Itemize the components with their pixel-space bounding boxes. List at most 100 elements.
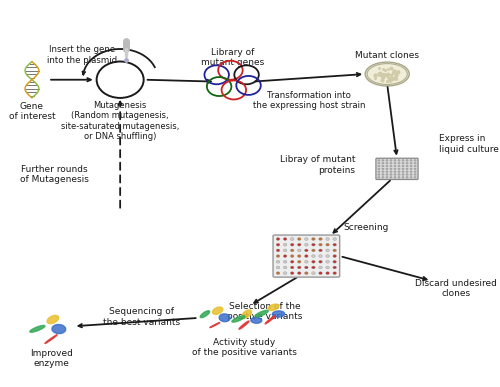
Circle shape — [394, 163, 396, 164]
Circle shape — [402, 168, 404, 170]
Circle shape — [298, 238, 301, 240]
Text: Improved
enzyme: Improved enzyme — [30, 349, 73, 368]
Circle shape — [394, 165, 396, 167]
Circle shape — [398, 171, 400, 173]
Circle shape — [304, 249, 308, 252]
Circle shape — [326, 260, 330, 263]
Circle shape — [386, 165, 388, 167]
Circle shape — [284, 238, 287, 240]
Text: Gene
of interest: Gene of interest — [8, 102, 56, 121]
Circle shape — [312, 260, 315, 263]
Circle shape — [378, 159, 380, 161]
Circle shape — [382, 168, 384, 170]
Circle shape — [398, 165, 400, 167]
Circle shape — [284, 266, 287, 269]
Circle shape — [284, 255, 287, 257]
Circle shape — [378, 168, 380, 170]
Polygon shape — [251, 317, 262, 323]
Circle shape — [318, 272, 322, 274]
Circle shape — [410, 176, 412, 178]
Circle shape — [394, 171, 396, 173]
Circle shape — [378, 176, 380, 178]
Circle shape — [398, 176, 400, 178]
Circle shape — [318, 266, 322, 269]
Circle shape — [386, 171, 388, 173]
Circle shape — [402, 176, 404, 178]
Circle shape — [290, 243, 294, 246]
Polygon shape — [232, 316, 245, 322]
Circle shape — [284, 243, 287, 246]
Polygon shape — [52, 324, 66, 334]
Circle shape — [276, 238, 280, 240]
Circle shape — [382, 163, 384, 164]
Circle shape — [410, 165, 412, 167]
Circle shape — [312, 238, 315, 240]
Circle shape — [284, 272, 287, 274]
Circle shape — [304, 272, 308, 274]
Polygon shape — [210, 322, 220, 328]
Circle shape — [398, 174, 400, 175]
Text: Mutagenesis
(Random mutagenesis,
site-saturated mutagenesis,
or DNA shuffling): Mutagenesis (Random mutagenesis, site-sa… — [61, 101, 180, 141]
Circle shape — [318, 238, 322, 240]
Circle shape — [290, 272, 294, 274]
Circle shape — [276, 272, 280, 274]
Text: Libray of mutant
proteins: Libray of mutant proteins — [280, 155, 355, 175]
Circle shape — [298, 243, 301, 246]
Text: Mutant clones: Mutant clones — [355, 51, 419, 60]
Circle shape — [414, 163, 416, 164]
Circle shape — [406, 163, 408, 164]
Circle shape — [298, 272, 301, 274]
Ellipse shape — [367, 63, 408, 84]
Text: Insert the gene
into the plasmid: Insert the gene into the plasmid — [48, 45, 117, 65]
Circle shape — [276, 255, 280, 257]
Circle shape — [378, 163, 380, 164]
Circle shape — [386, 159, 388, 161]
Circle shape — [304, 255, 308, 257]
Circle shape — [333, 243, 336, 246]
Text: Discard undesired
clones: Discard undesired clones — [415, 279, 496, 298]
Polygon shape — [45, 335, 57, 344]
Circle shape — [333, 272, 336, 274]
Circle shape — [406, 171, 408, 173]
Circle shape — [414, 171, 416, 173]
Circle shape — [298, 266, 301, 269]
Circle shape — [326, 238, 330, 240]
Circle shape — [390, 165, 392, 167]
Circle shape — [312, 249, 315, 252]
Polygon shape — [212, 307, 223, 314]
Circle shape — [398, 159, 400, 161]
Polygon shape — [242, 310, 252, 318]
Circle shape — [394, 168, 396, 170]
Circle shape — [318, 260, 322, 263]
Circle shape — [326, 243, 330, 246]
Circle shape — [394, 159, 396, 161]
Circle shape — [402, 165, 404, 167]
Circle shape — [326, 272, 330, 274]
Circle shape — [304, 238, 308, 240]
Circle shape — [406, 176, 408, 178]
Polygon shape — [239, 321, 249, 329]
Circle shape — [378, 165, 380, 167]
Circle shape — [414, 165, 416, 167]
Circle shape — [378, 174, 380, 175]
Circle shape — [382, 174, 384, 175]
Circle shape — [390, 159, 392, 161]
Circle shape — [304, 266, 308, 269]
Circle shape — [290, 249, 294, 252]
Circle shape — [402, 163, 404, 164]
Circle shape — [406, 165, 408, 167]
Circle shape — [386, 176, 388, 178]
Circle shape — [382, 165, 384, 167]
Circle shape — [410, 163, 412, 164]
Circle shape — [414, 174, 416, 175]
Circle shape — [318, 249, 322, 252]
Circle shape — [304, 243, 308, 246]
Polygon shape — [30, 325, 45, 332]
Circle shape — [318, 243, 322, 246]
Text: Express in
liquid culture: Express in liquid culture — [438, 135, 498, 154]
Circle shape — [304, 260, 308, 263]
Circle shape — [298, 249, 301, 252]
FancyBboxPatch shape — [376, 158, 418, 180]
Circle shape — [298, 255, 301, 257]
Circle shape — [390, 163, 392, 164]
